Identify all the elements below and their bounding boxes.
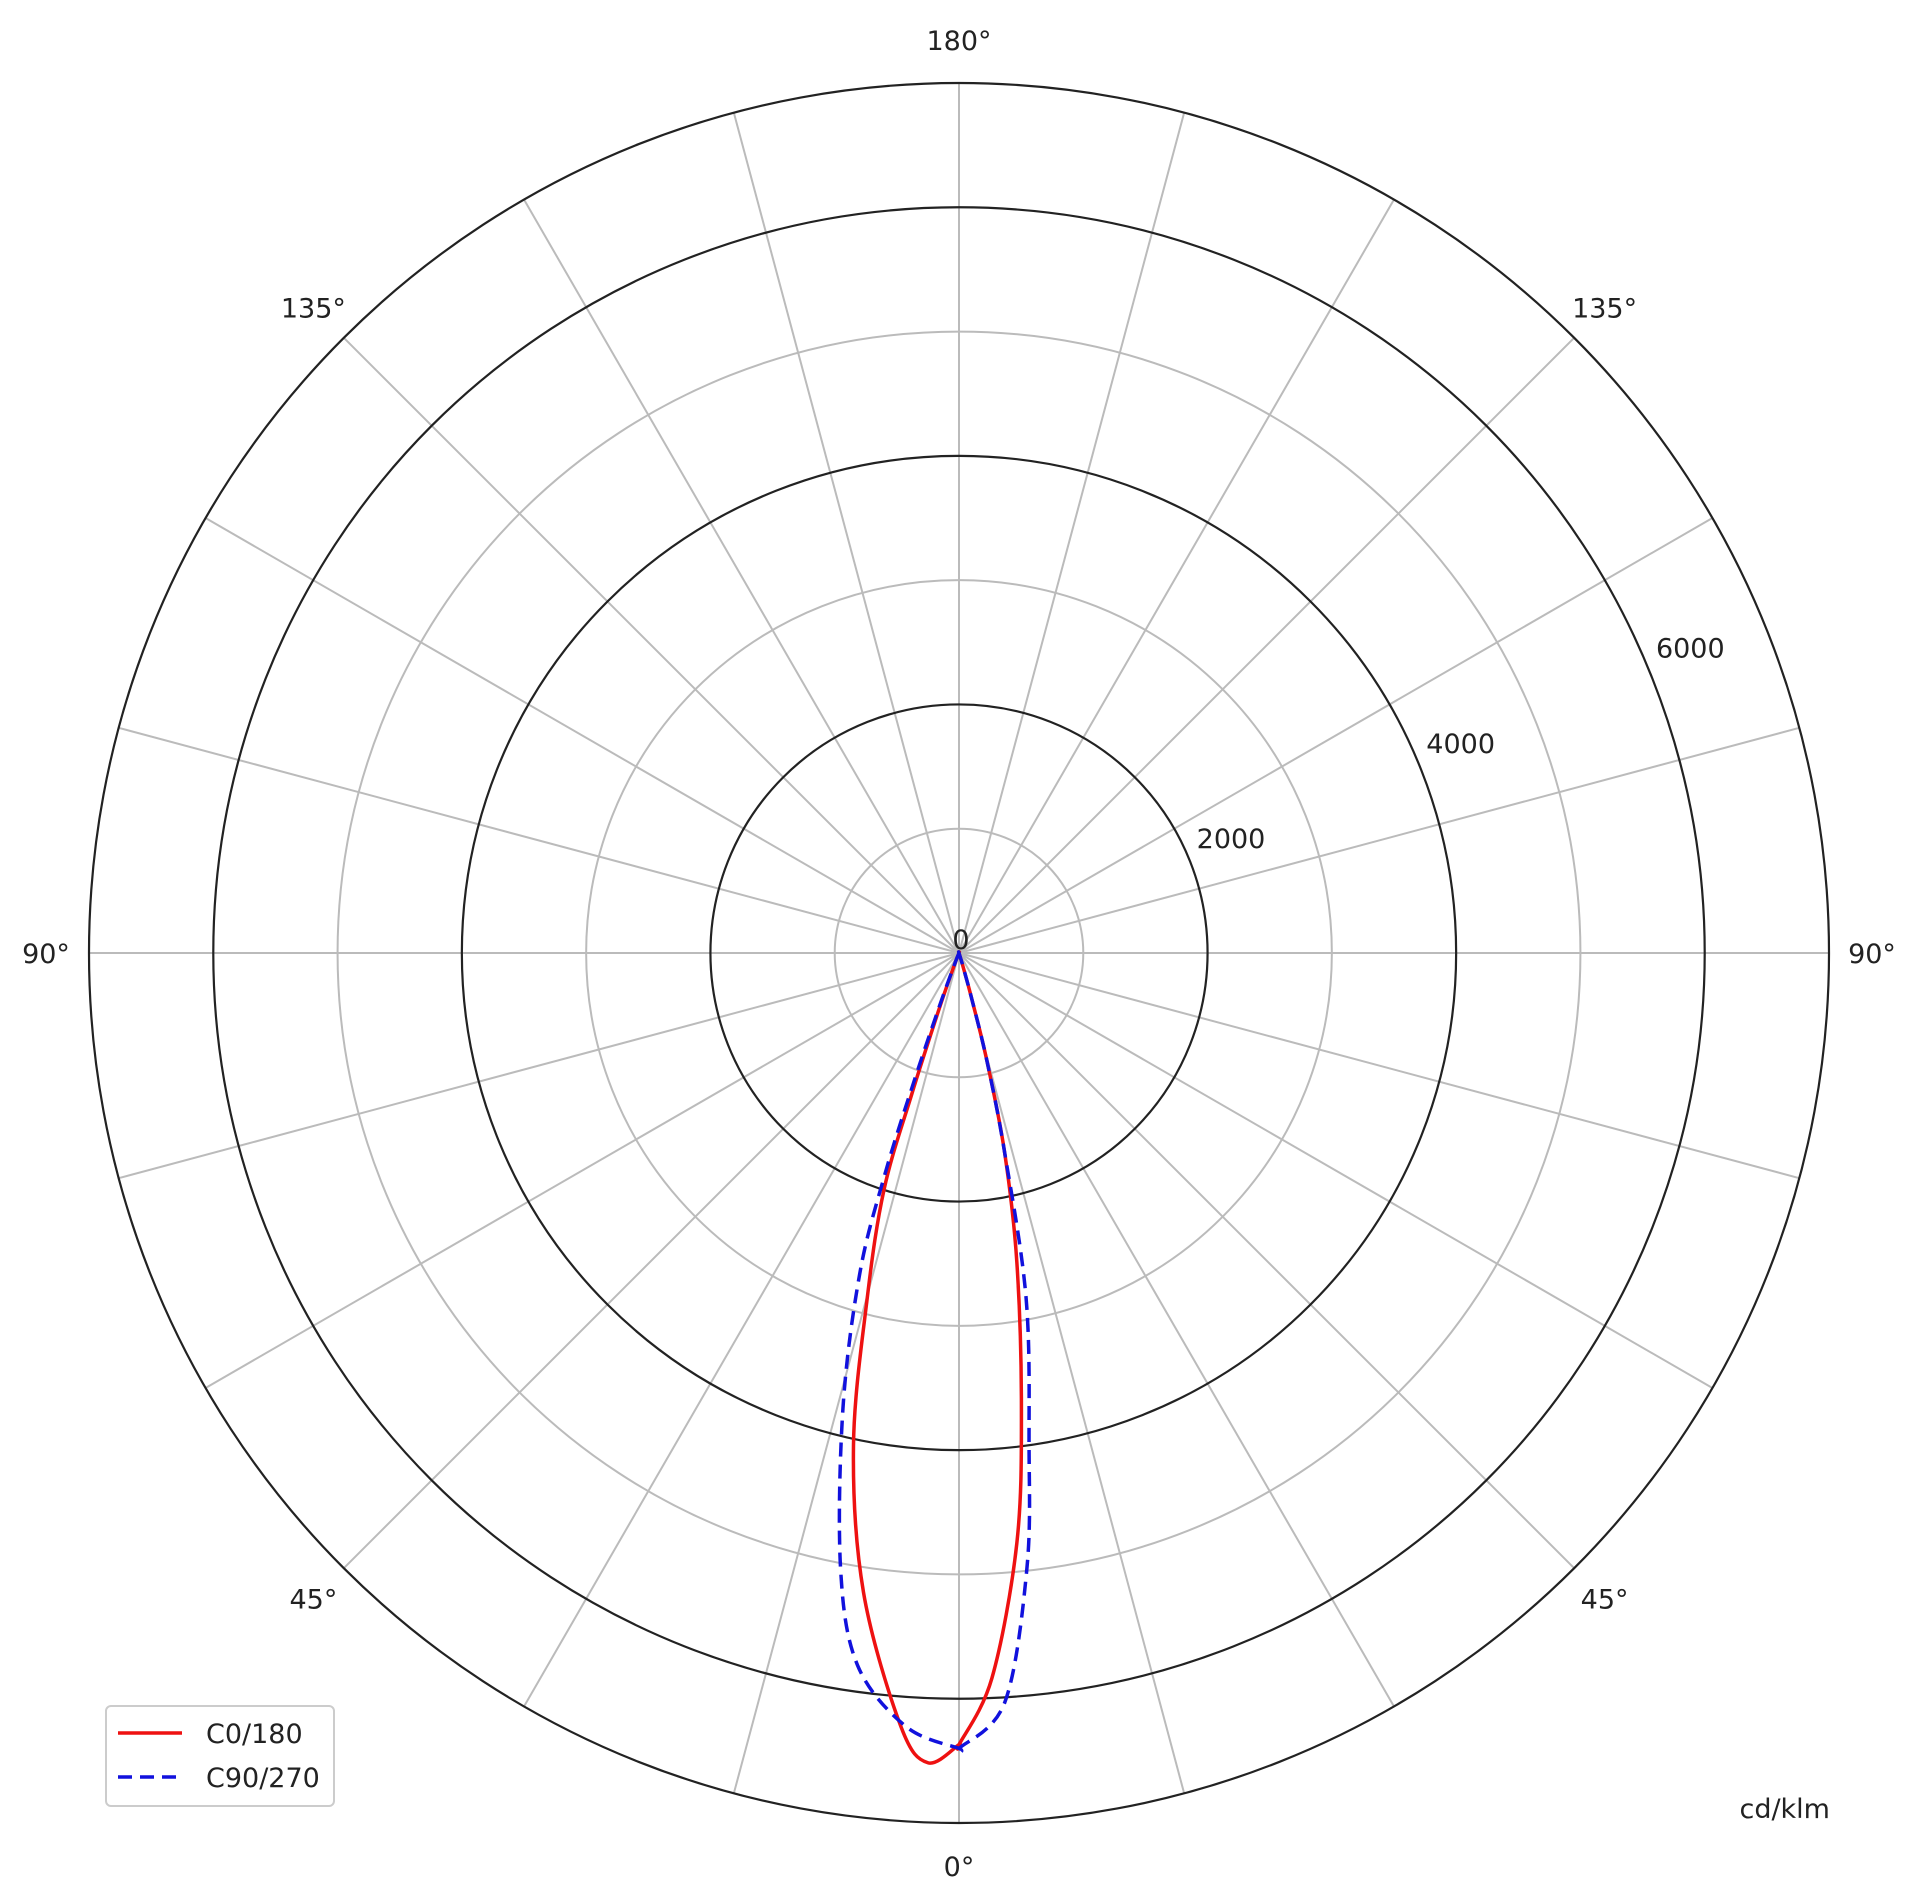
major-ring [460,454,1458,1452]
spoke-line [523,199,960,954]
angle-label: 90° [22,939,70,970]
spoke-line [205,517,960,954]
spoke-line [343,952,960,1569]
series-curve-0 [851,950,1024,1765]
major-ring [709,703,1209,1203]
major-ring [212,206,1706,1700]
curves [837,950,1032,1765]
radial-tick-label: 0 [952,925,969,956]
spoke-line [732,952,960,1794]
unit-label: cd/klm [1739,1794,1830,1825]
spoke-line [958,952,1395,1707]
polar-grid [87,81,1831,1825]
radial-tick-label: 4000 [1426,729,1495,760]
spoke-line [958,726,1800,954]
legend-label: C0/180 [206,1719,303,1750]
series-curve-1 [837,950,1032,1755]
spoke-line [958,952,1186,1794]
legend-box [105,1705,335,1807]
labels: 0° 45° 45° 90° 90° 135° 135° 180° 0 2000 4000 6000 c… [22,26,1896,1883]
angle-label: 45° [289,1585,337,1616]
spoke-line [958,952,1800,1180]
radial-tick-label: 6000 [1656,634,1725,665]
legend: C0/180 C90/270 [105,1705,335,1807]
spoke-line [958,337,1575,954]
major-ring [87,81,1831,1825]
spoke-line [958,517,1713,954]
spoke-line [958,112,1186,954]
angle-label: 45° [1581,1585,1629,1616]
spoke-line [958,952,1713,1389]
angle-label: 180° [926,26,991,57]
spoke-line [523,952,960,1707]
radial-tick-label: 2000 [1197,824,1266,855]
angle-label: 0° [944,1852,975,1883]
spoke-line [732,112,960,954]
spoke-line [343,337,960,954]
spoke-line [205,952,960,1389]
angle-label: 135° [281,293,346,324]
angle-label: 135° [1572,293,1637,324]
legend-label: C90/270 [206,1763,320,1794]
spoke-line [118,952,960,1180]
angle-label: 90° [1848,939,1896,970]
spoke-line [958,952,1575,1569]
spoke-line [118,726,960,954]
spoke-line [958,199,1395,954]
